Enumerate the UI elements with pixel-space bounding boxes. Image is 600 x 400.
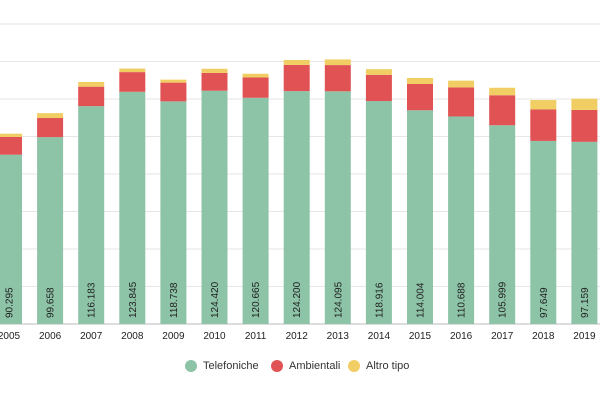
bar-ambientali-2019 xyxy=(571,109,598,142)
bar-altro-tipo-2006 xyxy=(37,113,64,119)
bars xyxy=(0,59,598,325)
value-label-2012: 124.200 xyxy=(292,281,303,318)
legend-swatch-altro-tipo xyxy=(348,360,360,372)
x-tick-2019: 2019 xyxy=(573,331,596,342)
bar-altro-tipo-2008 xyxy=(119,68,146,73)
x-tick-2006: 2006 xyxy=(39,331,62,342)
legend-item-ambientali: Ambientali xyxy=(271,357,340,375)
bar-altro-tipo-2012 xyxy=(283,60,310,65)
value-label-2008: 123.845 xyxy=(128,281,139,318)
bar-telefoniche-2009 xyxy=(160,101,187,325)
x-tick-2010: 2010 xyxy=(203,331,226,342)
bar-altro-tipo-2005 xyxy=(0,133,22,137)
legend-label: Ambientali xyxy=(289,360,341,372)
bar-telefoniche-2014 xyxy=(365,101,392,324)
bar-altro-tipo-2017 xyxy=(489,87,516,96)
bar-ambientali-2017 xyxy=(489,95,516,126)
value-label-2006: 99.658 xyxy=(46,287,57,318)
bar-ambientali-2013 xyxy=(324,65,351,92)
bar-telefoniche-2013 xyxy=(324,91,351,325)
value-labels: 90.295 99.658 116.183 123.845 118.738 124.420… xyxy=(5,281,591,318)
x-axis-tick-labels: 2005 2006 2007 2008 2009 2010 2011 2012 2013 2014… xyxy=(0,331,596,342)
x-tick-2008: 2008 xyxy=(121,331,144,342)
bar-ambientali-2009 xyxy=(160,82,187,102)
x-tick-2014: 2014 xyxy=(368,331,391,342)
value-label-2005: 90.295 xyxy=(5,287,16,318)
bar-telefoniche-2011 xyxy=(242,97,269,324)
value-label-2011: 120.665 xyxy=(251,281,262,318)
value-label-2016: 110.688 xyxy=(457,282,468,318)
bar-altro-tipo-2013 xyxy=(324,59,351,66)
bar-telefoniche-2006 xyxy=(37,137,64,324)
bar-telefoniche-2018 xyxy=(530,140,557,324)
bar-ambientali-2014 xyxy=(365,74,392,102)
bar-telefoniche-2008 xyxy=(119,91,146,325)
bar-ambientali-2018 xyxy=(530,109,557,141)
value-label-2014: 118.916 xyxy=(374,282,385,318)
bar-altro-tipo-2009 xyxy=(160,79,187,83)
bar-ambientali-2011 xyxy=(242,77,269,98)
bar-ambientali-2007 xyxy=(78,86,105,107)
x-tick-2017: 2017 xyxy=(491,331,514,342)
value-label-2013: 124.095 xyxy=(333,281,344,318)
x-tick-2012: 2012 xyxy=(286,331,309,342)
value-label-2009: 118.738 xyxy=(169,282,180,318)
legend-item-telefoniche: Telefoniche xyxy=(185,357,259,375)
x-tick-2018: 2018 xyxy=(532,331,555,342)
bar-telefoniche-2019 xyxy=(571,141,598,324)
x-tick-2009: 2009 xyxy=(162,331,185,342)
bar-telefoniche-2015 xyxy=(407,110,433,325)
bar-ambientali-2016 xyxy=(448,87,475,117)
bar-altro-tipo-2018 xyxy=(530,100,557,110)
bar-telefoniche-2005 xyxy=(0,154,22,324)
bar-ambientali-2006 xyxy=(37,118,64,138)
bar-ambientali-2008 xyxy=(119,72,146,92)
value-label-2007: 116.183 xyxy=(87,282,98,318)
legend-swatch-ambientali xyxy=(271,360,283,372)
x-tick-2013: 2013 xyxy=(327,331,350,342)
legend-label: Altro tipo xyxy=(366,360,410,372)
legend-label: Telefoniche xyxy=(203,360,259,372)
x-tick-2016: 2016 xyxy=(450,331,473,342)
bar-altro-tipo-2016 xyxy=(448,80,475,88)
bar-altro-tipo-2011 xyxy=(242,73,269,78)
x-tick-2015: 2015 xyxy=(409,331,432,342)
bar-ambientali-2010 xyxy=(201,72,228,91)
bar-altro-tipo-2014 xyxy=(365,69,392,75)
bar-telefoniche-2007 xyxy=(78,106,105,324)
bar-altro-tipo-2019 xyxy=(571,98,598,110)
legend-item-altro-tipo: Altro tipo xyxy=(348,357,409,375)
bar-altro-tipo-2007 xyxy=(78,81,105,87)
x-tick-2011: 2011 xyxy=(245,331,267,342)
x-tick-2007: 2007 xyxy=(80,331,103,342)
bar-altro-tipo-2015 xyxy=(407,77,433,84)
value-label-2017: 105.999 xyxy=(498,281,509,318)
legend: Telefoniche Ambientali Altro tipo xyxy=(0,357,600,375)
value-label-2019: 97.159 xyxy=(580,287,591,318)
bar-telefoniche-2012 xyxy=(283,91,310,324)
legend-swatch-telefoniche xyxy=(185,360,197,372)
bar-telefoniche-2017 xyxy=(489,125,516,324)
bar-ambientali-2012 xyxy=(283,64,310,92)
value-label-2010: 124.420 xyxy=(210,281,221,318)
bar-telefoniche-2016 xyxy=(448,116,475,325)
bar-ambientali-2005 xyxy=(0,136,22,155)
value-label-2018: 97.649 xyxy=(539,287,550,318)
bar-telefoniche-2010 xyxy=(201,90,228,325)
bar-altro-tipo-2010 xyxy=(201,68,228,73)
value-label-2015: 114.004 xyxy=(416,282,427,318)
bar-ambientali-2015 xyxy=(407,83,433,111)
x-tick-2005: 2005 xyxy=(0,331,21,342)
